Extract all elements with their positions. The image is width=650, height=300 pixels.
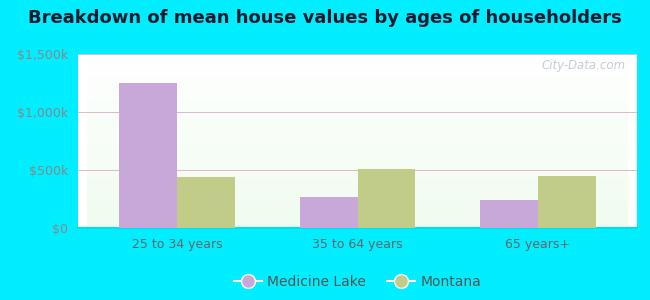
Bar: [300, 197, 358, 228]
Bar: [358, 169, 415, 228]
Text: Breakdown of mean house values by ages of householders: Breakdown of mean house values by ages o…: [28, 9, 622, 27]
Bar: [538, 176, 595, 228]
Bar: [177, 177, 235, 228]
Bar: [480, 200, 538, 228]
Text: City-Data.com: City-Data.com: [541, 59, 626, 72]
Bar: [120, 83, 177, 228]
Legend: Medicine Lake, Montana: Medicine Lake, Montana: [228, 269, 487, 294]
